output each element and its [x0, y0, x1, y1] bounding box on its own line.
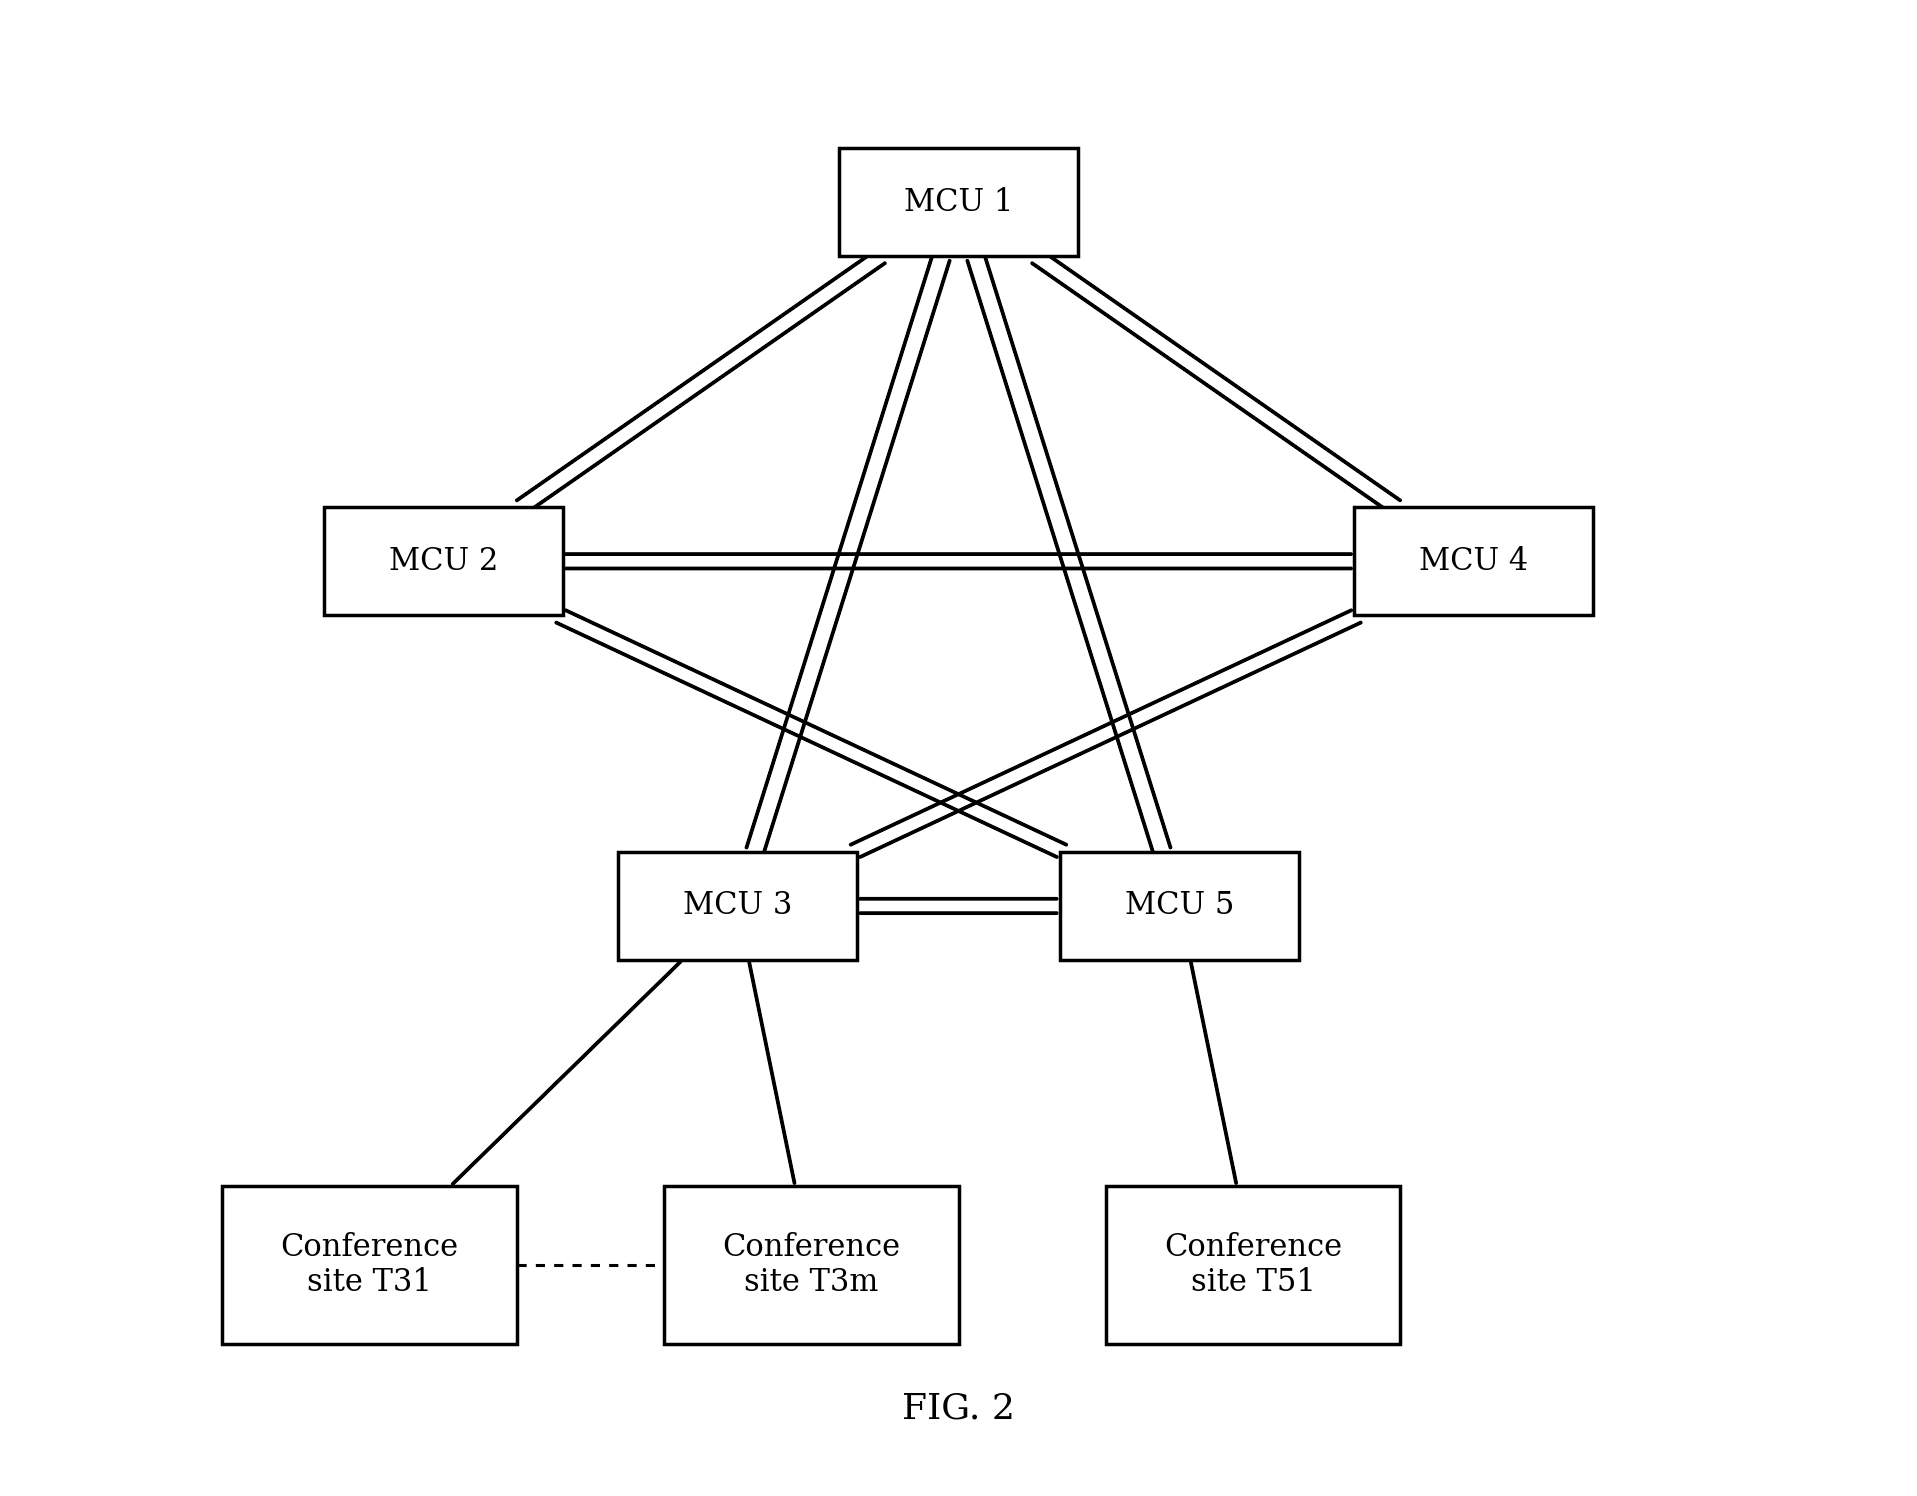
FancyBboxPatch shape — [1353, 507, 1593, 615]
Text: Conference
site T3m: Conference site T3m — [723, 1231, 901, 1299]
Text: Conference
site T31: Conference site T31 — [280, 1231, 458, 1299]
Text: Conference
site T51: Conference site T51 — [1164, 1231, 1342, 1299]
FancyArrowPatch shape — [1190, 962, 1236, 1183]
FancyArrowPatch shape — [452, 962, 681, 1185]
FancyBboxPatch shape — [617, 853, 857, 960]
FancyArrowPatch shape — [765, 260, 951, 851]
FancyArrowPatch shape — [861, 622, 1361, 857]
Text: MCU 1: MCU 1 — [903, 187, 1014, 218]
FancyArrowPatch shape — [1031, 263, 1388, 512]
FancyArrowPatch shape — [985, 257, 1171, 848]
FancyArrowPatch shape — [1045, 251, 1401, 501]
Text: MCU 5: MCU 5 — [1125, 890, 1235, 922]
Text: MCU 3: MCU 3 — [682, 890, 792, 922]
Text: MCU 4: MCU 4 — [1419, 546, 1528, 577]
FancyArrowPatch shape — [746, 257, 932, 848]
Text: MCU 2: MCU 2 — [389, 546, 498, 577]
FancyBboxPatch shape — [1106, 1186, 1399, 1343]
FancyArrowPatch shape — [529, 263, 886, 512]
FancyArrowPatch shape — [750, 962, 796, 1183]
FancyArrowPatch shape — [516, 253, 872, 501]
FancyBboxPatch shape — [840, 148, 1077, 256]
FancyBboxPatch shape — [1060, 853, 1300, 960]
FancyBboxPatch shape — [663, 1186, 958, 1343]
FancyArrowPatch shape — [966, 260, 1152, 851]
FancyBboxPatch shape — [222, 1186, 518, 1343]
FancyBboxPatch shape — [324, 507, 564, 615]
FancyArrowPatch shape — [851, 610, 1351, 845]
FancyArrowPatch shape — [566, 610, 1066, 845]
Text: FIG. 2: FIG. 2 — [903, 1391, 1014, 1426]
FancyArrowPatch shape — [556, 622, 1056, 857]
